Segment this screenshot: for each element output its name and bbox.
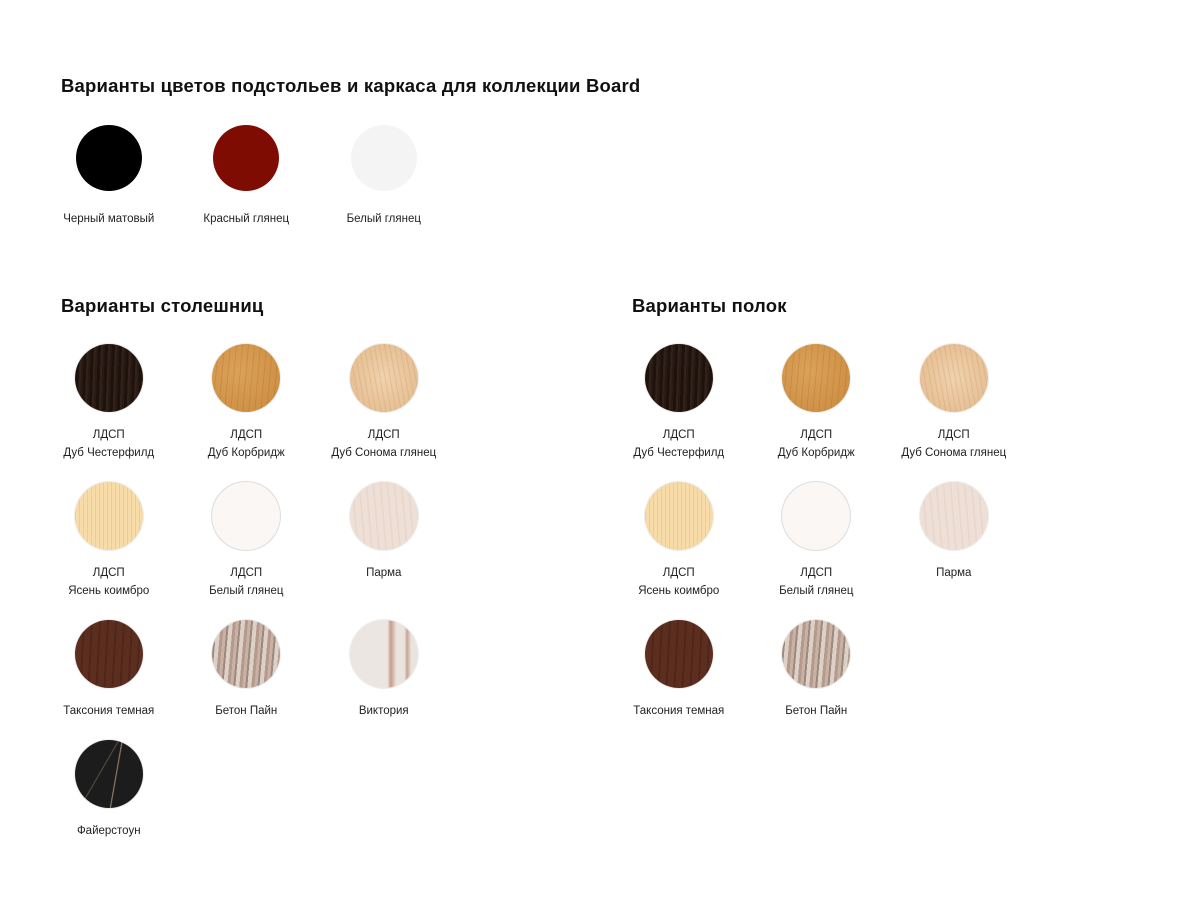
swatch-label: Дуб Сонома глянец	[331, 447, 437, 459]
swatch-label: ЛДСП	[92, 429, 125, 441]
frame-colors-grid: Черный матовый Красный глянец Белый глянец	[40, 125, 453, 228]
swatch-item: Бетон Пайн	[748, 620, 886, 740]
swatch-label: ЛДСП	[800, 429, 833, 441]
swatch-item: Парма	[315, 482, 453, 620]
swatch-item: Таксония темная	[40, 620, 178, 740]
color-swatch	[74, 740, 143, 808]
swatch-item: Парма	[885, 482, 1023, 620]
tabletops-grid: ЛДСП Дуб Честерфилд ЛДСП Дуб Корбридж ЛДСП Ду…	[40, 344, 453, 860]
swatch-label: ЛДСП	[662, 429, 695, 441]
shelves-title: Варианты полок	[632, 295, 787, 316]
color-swatch	[75, 125, 142, 191]
swatch-item: Файерстоун	[40, 740, 178, 860]
color-swatch	[212, 344, 281, 412]
color-swatch	[212, 620, 281, 688]
swatch-item: ЛДСП Дуб Корбридж	[178, 344, 316, 482]
color-swatch	[644, 620, 713, 688]
swatch-label: Дуб Корбридж	[777, 447, 855, 459]
swatch-item: ЛДСП Дуб Честерфилд	[40, 344, 178, 482]
swatch-item: ЛДСП Белый глянец	[748, 482, 886, 620]
swatch-label: Дуб Честерфилд	[633, 447, 725, 459]
swatch-label: ЛДСП	[937, 429, 970, 441]
swatch-item: ЛДСП Ясень коимбро	[610, 482, 748, 620]
color-swatch	[350, 125, 417, 191]
color-swatch	[919, 344, 988, 412]
swatch-label: Дуб Честерфилд	[63, 447, 155, 459]
swatch-label: Черный матовый	[63, 213, 155, 225]
swatch-label: Дуб Сонома глянец	[901, 447, 1007, 459]
swatch-label: ЛДСП	[367, 429, 400, 441]
swatch-label: Парма	[366, 567, 402, 579]
color-swatch	[782, 344, 851, 412]
swatch-item: ЛДСП Белый глянец	[178, 482, 316, 620]
color-swatch	[349, 620, 418, 688]
swatch-label: Файерстоун	[76, 825, 141, 837]
swatch-item: ЛДСП Дуб Корбридж	[748, 344, 886, 482]
color-swatch	[74, 344, 143, 412]
color-swatch	[782, 620, 851, 688]
swatch-item: Черный матовый	[40, 125, 178, 228]
swatch-label: Ясень коимбро	[68, 585, 150, 597]
swatch-label: Белый глянец	[779, 585, 854, 597]
color-swatch	[919, 482, 988, 550]
swatch-item: ЛДСП Дуб Сонома глянец	[315, 344, 453, 482]
shelves-grid: ЛДСП Дуб Честерфилд ЛДСП Дуб Корбридж ЛДСП Ду…	[610, 344, 1023, 740]
swatch-item: Белый глянец	[315, 125, 453, 228]
swatch-label: ЛДСП	[92, 567, 125, 579]
swatch-item: Красный глянец	[178, 125, 316, 228]
swatch-label: Белый глянец	[346, 213, 421, 225]
swatch-label: ЛДСП	[662, 567, 695, 579]
swatch-item: Виктория	[315, 620, 453, 740]
color-swatch	[644, 344, 713, 412]
color-swatch	[349, 482, 418, 550]
swatch-label: Красный глянец	[203, 213, 290, 225]
swatch-label: Таксония темная	[63, 705, 155, 717]
swatch-label: Бетон Пайн	[215, 705, 278, 717]
swatch-label: Парма	[936, 567, 972, 579]
swatch-label: ЛДСП	[800, 567, 833, 579]
swatch-item: ЛДСП Дуб Сонома глянец	[885, 344, 1023, 482]
swatch-label: Бетон Пайн	[785, 705, 848, 717]
color-swatch	[644, 482, 713, 550]
swatch-item: ЛДСП Дуб Честерфилд	[610, 344, 748, 482]
swatch-label: Ясень коимбро	[638, 585, 720, 597]
color-swatch	[213, 125, 280, 191]
swatch-label: Виктория	[358, 705, 409, 717]
swatch-label: Дуб Корбридж	[207, 447, 285, 459]
color-swatch	[782, 482, 851, 550]
color-swatch	[74, 482, 143, 550]
swatch-item: Таксония темная	[610, 620, 748, 740]
swatch-label: Белый глянец	[209, 585, 284, 597]
color-swatch	[74, 620, 143, 688]
swatch-label: ЛДСП	[230, 429, 263, 441]
tabletops-title: Варианты столешниц	[61, 295, 264, 316]
swatch-label: Таксония темная	[633, 705, 725, 717]
color-swatch	[212, 482, 281, 550]
swatch-item: ЛДСП Ясень коимбро	[40, 482, 178, 620]
swatch-label: ЛДСП	[230, 567, 263, 579]
swatch-item: Бетон Пайн	[178, 620, 316, 740]
color-swatch	[349, 344, 418, 412]
frame-colors-title: Варианты цветов подстольев и каркаса для…	[61, 75, 641, 96]
